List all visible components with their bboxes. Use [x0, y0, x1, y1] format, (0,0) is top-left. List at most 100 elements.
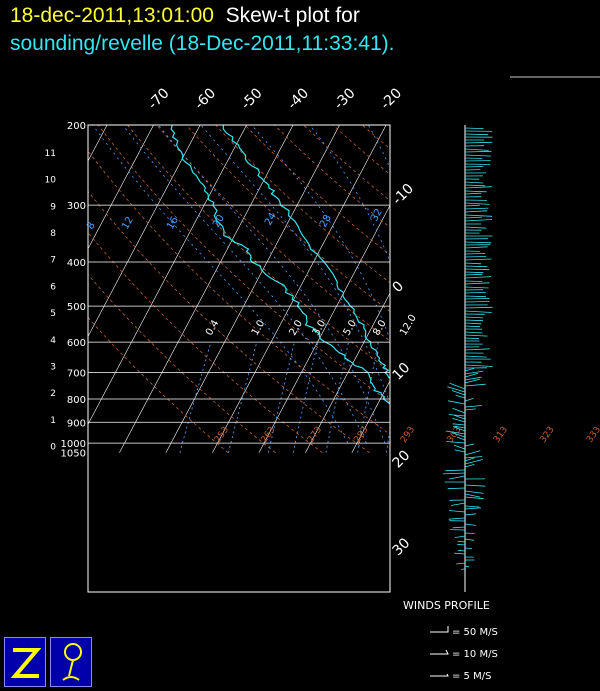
- temperature-label: -70: [145, 85, 172, 112]
- wind-barb: [465, 259, 492, 260]
- wind-barb: [465, 311, 492, 313]
- wind-barb: [465, 317, 483, 318]
- wind-barb: [465, 287, 489, 288]
- wind-legend-5: = 5 M/S: [452, 671, 491, 682]
- wind-barb: [465, 332, 483, 333]
- wind-barb: [465, 485, 485, 486]
- pressure-label: 500: [67, 302, 86, 313]
- isotherm: [305, 104, 490, 453]
- wind-barb: [465, 205, 480, 206]
- wind-legend-barb-5: [430, 674, 448, 676]
- wind-barb: [449, 415, 465, 417]
- wind-barb: [453, 418, 466, 422]
- wind-barb: [465, 326, 480, 327]
- wind-barb: [448, 488, 465, 489]
- mixing-ratio-label: 3.0: [311, 318, 328, 337]
- pressure-label: 600: [67, 338, 86, 349]
- wind-barb: [465, 508, 481, 509]
- wind-barb: [465, 269, 489, 270]
- mixing-ratio-label: 0.4: [204, 318, 221, 337]
- wind-barb: [465, 406, 482, 408]
- wind-barb: [465, 191, 487, 192]
- height-label: 9: [50, 202, 56, 212]
- wind-barb: [451, 503, 465, 506]
- dry-adiabat-label: 333: [585, 425, 600, 445]
- wind-legend-10: = 10 M/S: [452, 649, 498, 660]
- wind-barb: [453, 408, 466, 413]
- wind-barb: [445, 470, 465, 471]
- wind-barb: [465, 263, 481, 264]
- dry-adiabat: [206, 115, 600, 453]
- wind-barb: [457, 544, 465, 545]
- wind-barb: [465, 497, 484, 499]
- wind-barb: [465, 283, 490, 284]
- dry-adiabat: [0, 115, 275, 453]
- wind-barb: [455, 450, 465, 452]
- height-label: 11: [45, 149, 56, 159]
- wind-barb: [465, 365, 493, 367]
- dry-adiabat-label: 273: [306, 425, 324, 445]
- height-label: 1: [50, 416, 56, 426]
- wind-barb: [465, 203, 490, 204]
- temperature-label: -40: [285, 85, 312, 112]
- wind-barb: [458, 541, 465, 542]
- dry-adiabat: [0, 115, 228, 453]
- wind-barb: [454, 445, 465, 449]
- isotherm: [0, 104, 72, 453]
- wind-barb: [465, 320, 483, 321]
- wind-barb: [465, 491, 484, 493]
- moist-adiabat-label: 28: [318, 213, 334, 230]
- wind-barb: [465, 220, 492, 222]
- wind-barb: [465, 409, 476, 410]
- wind-barb: [465, 299, 489, 300]
- wind-barb: [465, 323, 481, 324]
- wind-barb: [465, 548, 472, 549]
- moist-adiabat-label: 8: [85, 220, 98, 231]
- wind-barb: [465, 208, 488, 209]
- temperature-label: -50: [238, 85, 265, 112]
- dry-adiabat: [91, 115, 464, 453]
- height-label: 8: [50, 229, 56, 239]
- dry-adiabat: [322, 115, 600, 453]
- wind-barb: [465, 335, 488, 336]
- height-label: 3: [50, 363, 56, 373]
- wind-barb: [453, 527, 465, 528]
- isotherm: [73, 104, 258, 453]
- isotherm: [445, 104, 600, 453]
- mixing-ratio-label: 12.0: [398, 313, 419, 338]
- mixing-ratio-line: [228, 342, 256, 453]
- wind-barb: [465, 566, 469, 567]
- wind-barb: [456, 563, 465, 564]
- wind-barb: [465, 277, 491, 278]
- moist-adiabat-label: 20: [211, 213, 227, 230]
- dry-adiabat-label: 293: [399, 425, 417, 445]
- wind-barb: [465, 533, 475, 534]
- pressure-label: 700: [67, 369, 86, 380]
- dry-adiabat-label: 313: [492, 425, 510, 445]
- wind-barb: [465, 128, 484, 129]
- dry-adiabat: [177, 115, 600, 453]
- isotherm: [538, 104, 600, 453]
- moist-adiabat: [93, 125, 348, 443]
- height-label: 7: [50, 256, 56, 266]
- balloon-logo: [50, 637, 92, 687]
- pressure-label: 1050: [61, 449, 86, 460]
- dry-adiabat: [120, 115, 512, 453]
- pressure-label: 400: [67, 258, 86, 269]
- isotherm: [0, 104, 25, 453]
- wind-barb: [465, 193, 481, 194]
- wind-barb: [447, 387, 465, 392]
- wind-legend-barb-10: [430, 650, 448, 654]
- dry-adiabat-label: 323: [539, 425, 557, 445]
- wind-barb: [455, 536, 465, 538]
- wind-barb: [465, 371, 483, 374]
- dry-adiabat: [235, 115, 600, 453]
- dry-adiabat: [264, 115, 600, 453]
- mixing-ratio-label: 8.0: [371, 318, 388, 337]
- wind-barb: [465, 274, 482, 275]
- wind-barb: [465, 368, 474, 371]
- height-label: 5: [50, 309, 56, 319]
- wind-barb: [465, 142, 492, 143]
- wind-barb: [465, 242, 491, 243]
